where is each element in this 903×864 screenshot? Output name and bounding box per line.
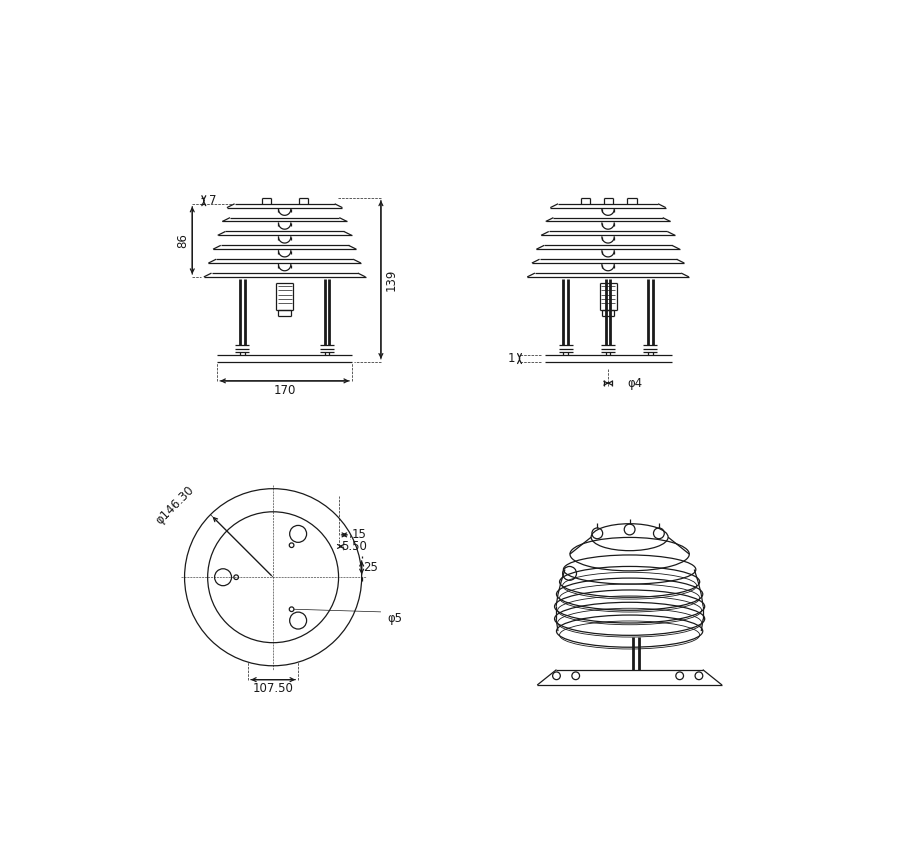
Text: 25: 25 <box>363 561 378 574</box>
Text: 86: 86 <box>176 233 190 248</box>
Text: φ4: φ4 <box>627 377 642 390</box>
Text: 5.50: 5.50 <box>341 540 367 553</box>
Text: 170: 170 <box>274 384 295 397</box>
Text: 139: 139 <box>384 269 397 291</box>
Text: φ5: φ5 <box>386 612 402 625</box>
Text: φ146.30: φ146.30 <box>153 484 197 527</box>
Text: 15: 15 <box>351 529 367 542</box>
Text: 107.50: 107.50 <box>253 683 293 696</box>
Text: 1: 1 <box>507 352 515 365</box>
Text: 7: 7 <box>209 194 217 207</box>
